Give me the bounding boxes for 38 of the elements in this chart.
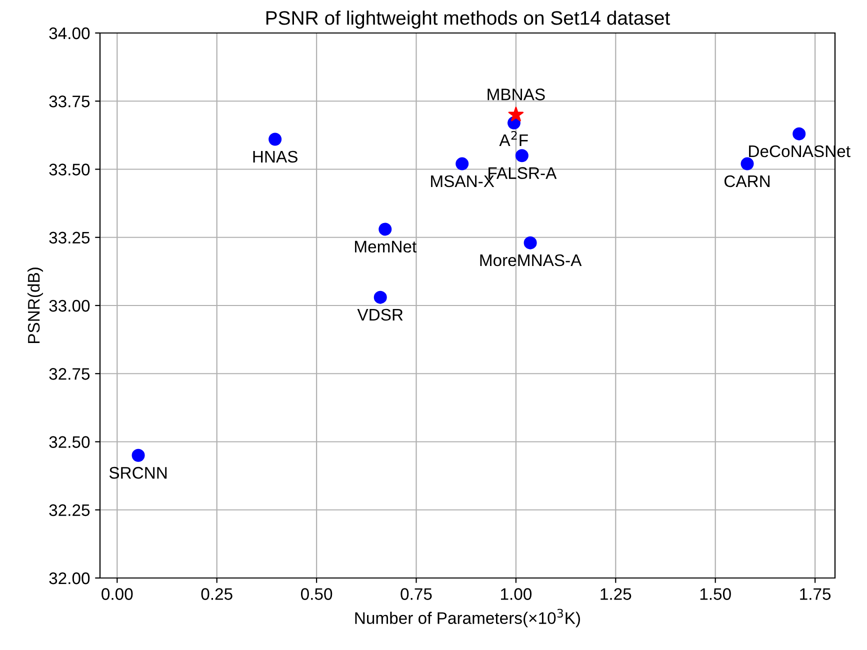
point (132, 448, 145, 462)
point (378, 222, 392, 236)
chart-title: PSNR of lightweight methods on Set14 dataset (266, 10, 670, 29)
point (374, 290, 387, 304)
y-tick-label: 33.50 (49, 164, 90, 176)
x-tick-label: 1.25 (600, 588, 632, 600)
y-tick-label: 34.00 (49, 27, 90, 40)
x-tick-label: 0.50 (300, 588, 332, 600)
y-tick-label: 32.50 (49, 436, 90, 448)
point (508, 106, 524, 122)
y-tick-label: 33.25 (49, 232, 90, 244)
point (524, 236, 537, 250)
y-tick-label: 32.25 (49, 504, 90, 516)
point (515, 149, 528, 162)
annotation: HNAS (253, 150, 298, 163)
y-tick-label: 33.75 (49, 96, 90, 108)
y-tick-label: 32.75 (49, 368, 90, 380)
point (792, 127, 806, 140)
annotation: MBNAS (488, 88, 545, 100)
annotation: CARN (724, 175, 770, 188)
annotation: VDSR (357, 308, 403, 321)
point (456, 157, 469, 170)
annotation: A$^{2}$F (499, 130, 528, 146)
x-tick-label: 1.50 (700, 588, 731, 600)
annotation: MoreMNAS-A (480, 254, 582, 266)
point (740, 157, 754, 170)
x-tick-label: 1.00 (501, 588, 532, 600)
point (268, 132, 282, 146)
y-tick-label: 33.00 (49, 300, 90, 312)
x-tick-label: 0.75 (400, 588, 432, 600)
y-axis-title: PSNR(dB) (27, 268, 44, 344)
annotation: SRCNN (109, 466, 167, 479)
annotation: MemNet (355, 240, 417, 253)
x-axis-title: Number of Parameters(×10$^{3}$K) (355, 608, 580, 628)
x-tick-label: 1.75 (800, 588, 831, 600)
x-tick-label: 0.00 (102, 588, 133, 600)
y-tick-label: 32.00 (49, 572, 90, 584)
x-tick-label: 0.25 (201, 588, 232, 600)
